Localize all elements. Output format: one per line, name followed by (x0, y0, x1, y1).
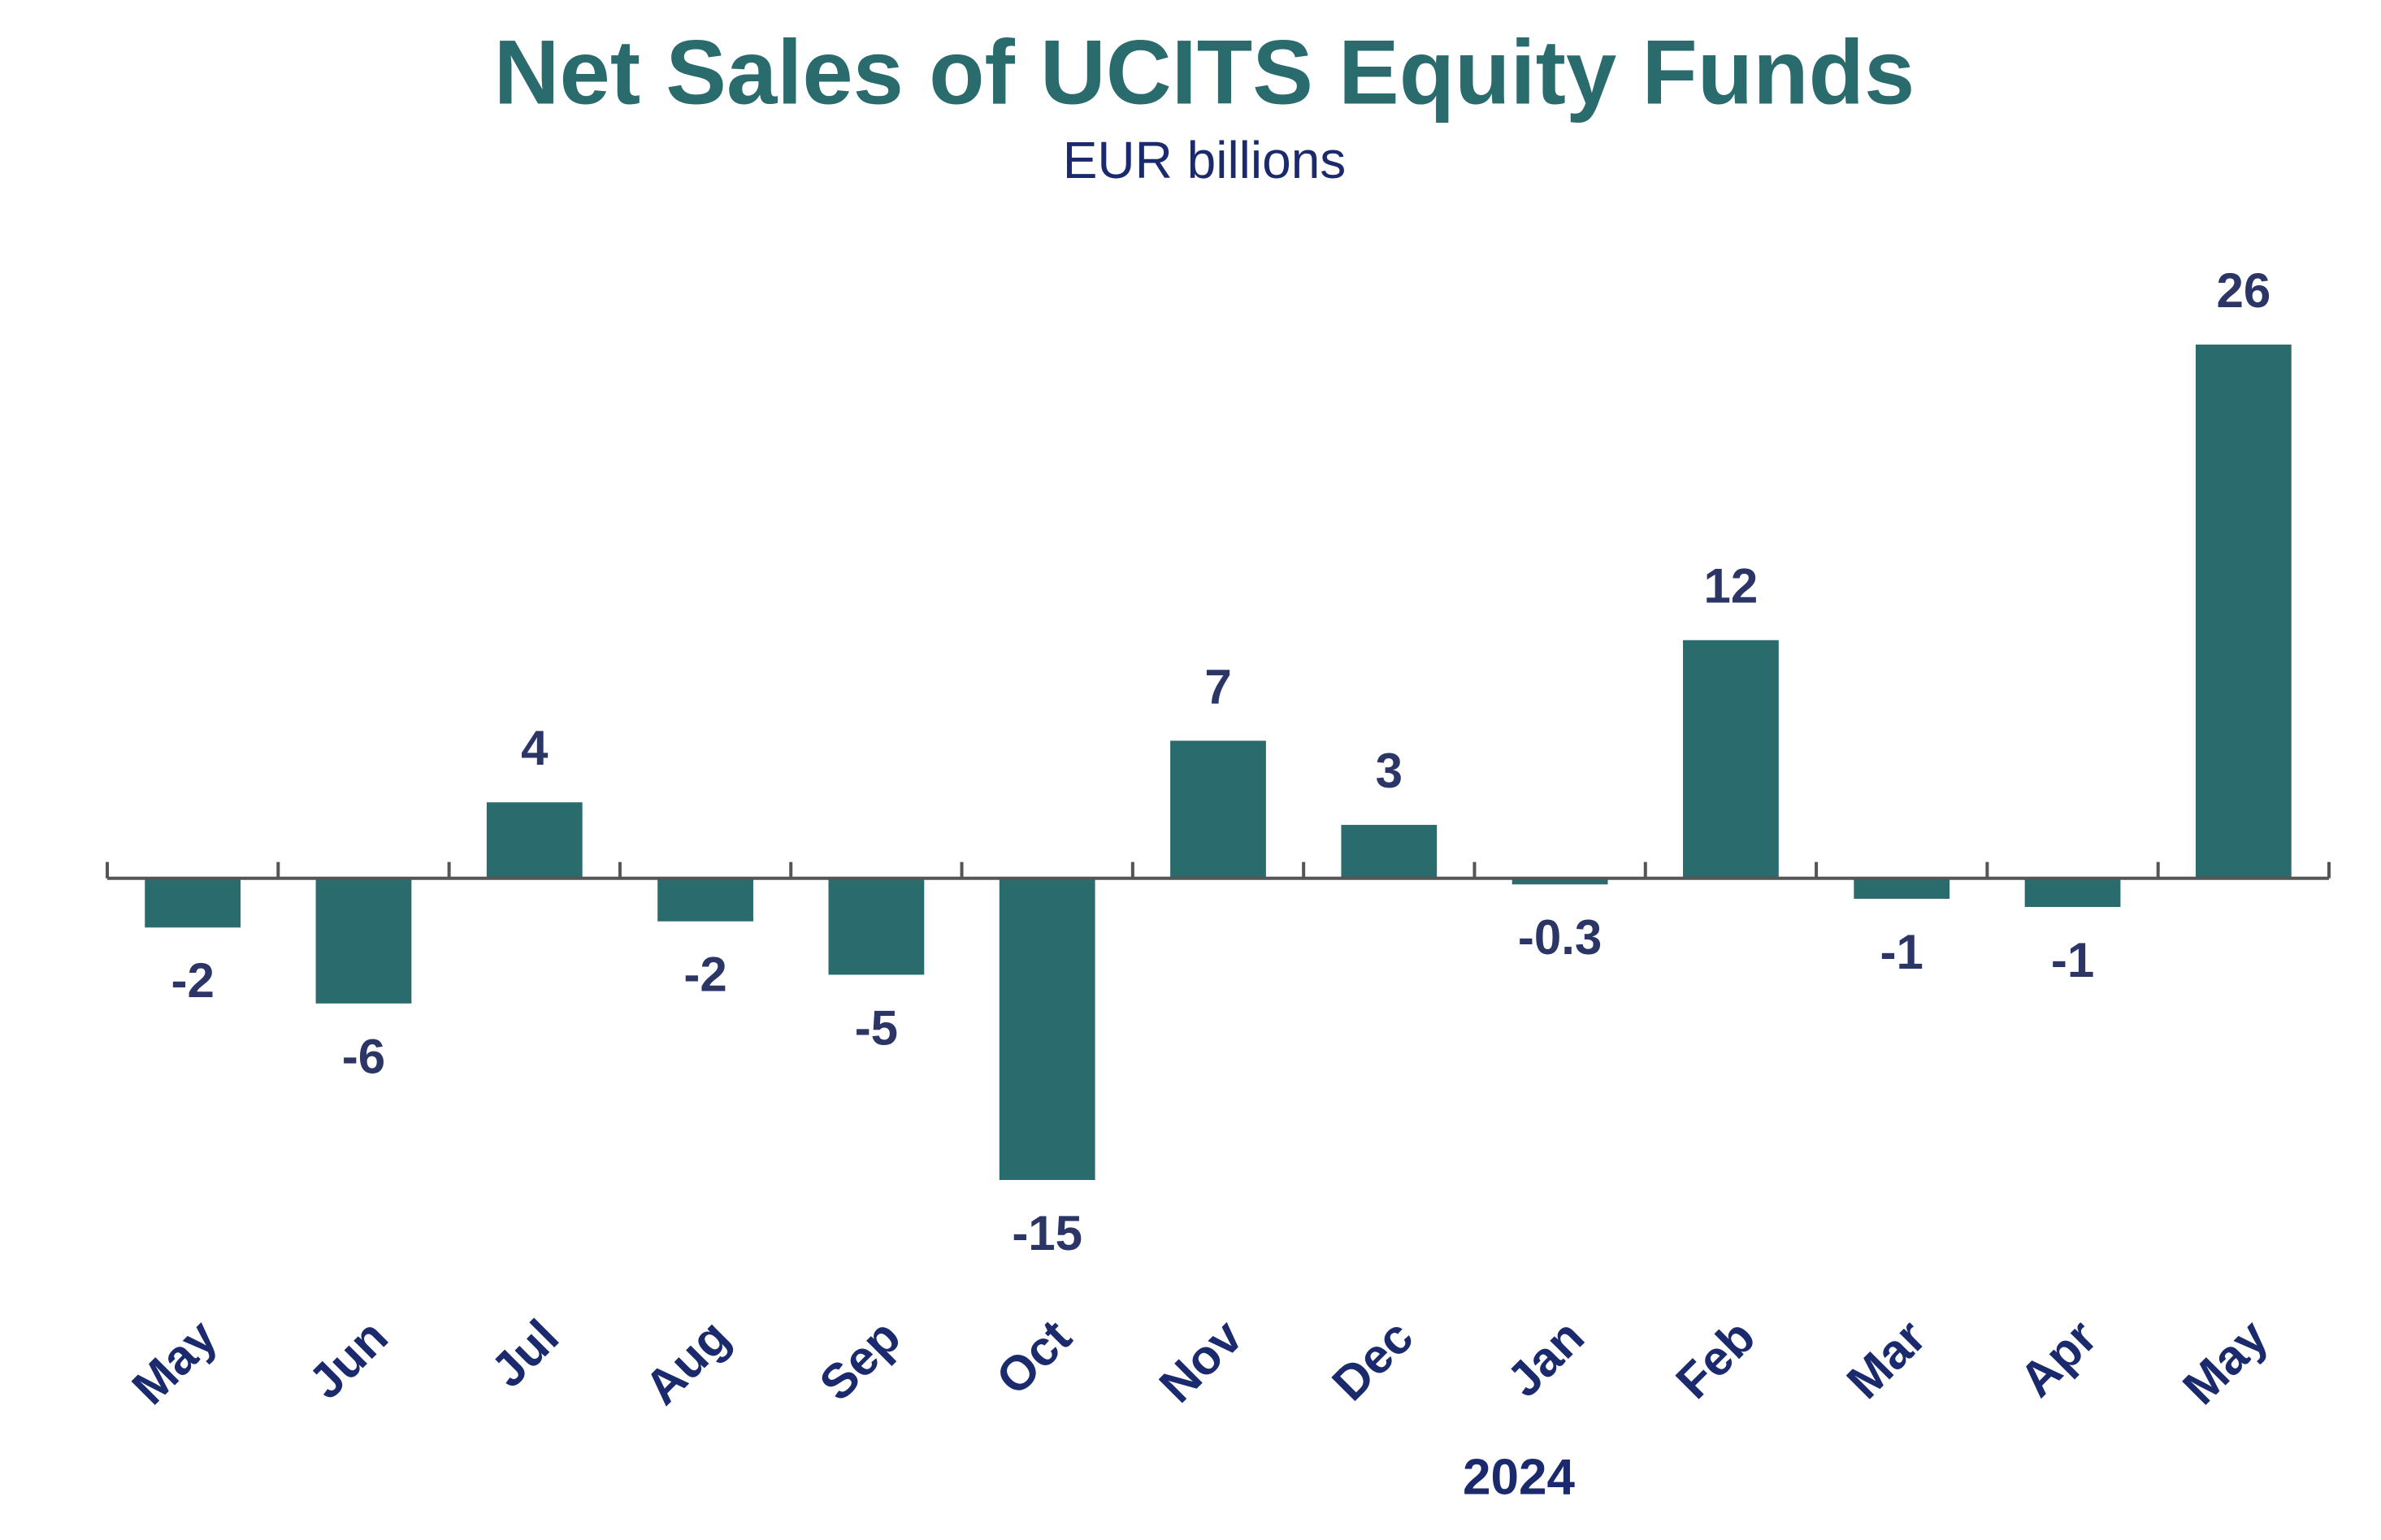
bar (1683, 640, 1779, 878)
value-label: 4 (521, 721, 549, 775)
bar (486, 802, 583, 878)
bar (1341, 825, 1438, 878)
bar (828, 878, 925, 975)
x-tick-label: Apr (2009, 1309, 2106, 1407)
bar (1511, 878, 1608, 885)
bar (1170, 740, 1266, 878)
bar (999, 878, 1095, 1180)
x-tick-label: May (122, 1309, 228, 1415)
bar (1854, 878, 1950, 899)
bar (315, 878, 412, 1004)
value-label: -15 (1012, 1206, 1082, 1260)
value-label: 26 (2216, 263, 2270, 318)
year-label: 2024 (1463, 1449, 1575, 1505)
x-tick-label: Jan (1497, 1309, 1594, 1407)
bar (145, 878, 241, 928)
x-tick-label: Aug (635, 1309, 740, 1415)
bar (2024, 878, 2121, 908)
value-label: -1 (2051, 933, 2094, 987)
value-label: -2 (683, 948, 726, 1002)
x-tick-label: Oct (986, 1309, 1082, 1405)
value-label: 12 (1704, 559, 1759, 614)
x-tick-label: Mar (1837, 1309, 1936, 1409)
chart-title: Net Sales of UCITS Equity Funds (494, 22, 1915, 124)
x-tick-label: May (2172, 1309, 2278, 1415)
x-tick-label: Nov (1149, 1309, 1253, 1413)
chart-subtitle: EUR billions (1063, 131, 1347, 189)
value-label: -1 (1880, 925, 1923, 979)
x-tick-label: Sep (809, 1309, 911, 1411)
value-label: 3 (1376, 744, 1403, 798)
value-label: -0.3 (1518, 910, 1602, 965)
x-tick-label: Jun (298, 1309, 398, 1409)
x-tick-label: Feb (1666, 1309, 1766, 1409)
value-label: -2 (171, 953, 214, 1008)
value-label: -6 (342, 1030, 385, 1084)
bar (2195, 345, 2292, 878)
x-tick-label: Dec (1321, 1309, 1423, 1411)
x-tick-label: Jul (480, 1309, 569, 1398)
value-label: -5 (855, 1000, 898, 1055)
bar (657, 878, 753, 922)
value-label: 7 (1204, 659, 1231, 714)
